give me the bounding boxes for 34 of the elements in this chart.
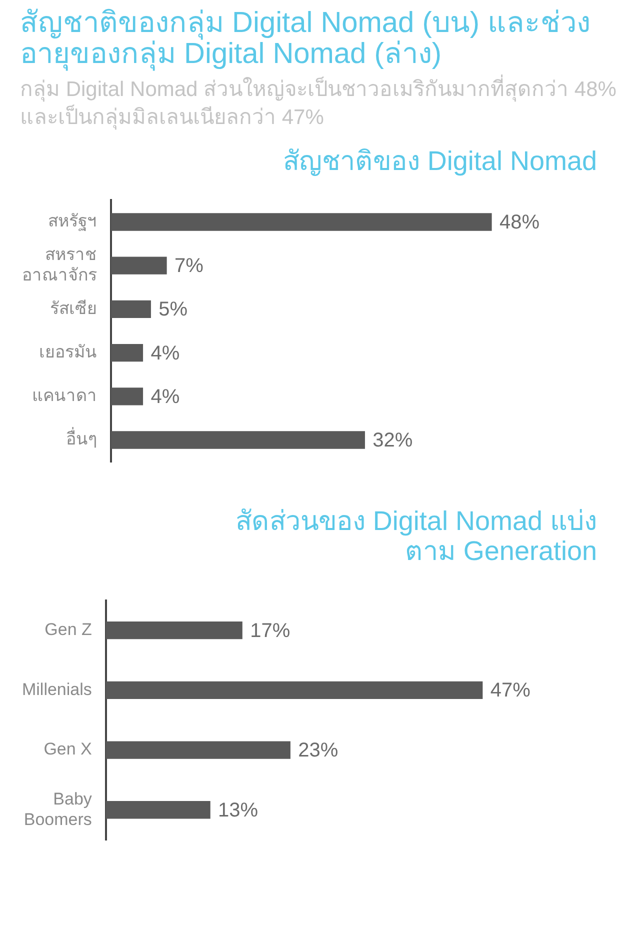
bar [106, 741, 290, 759]
bar [111, 300, 151, 318]
data-label: 5% [158, 298, 188, 321]
data-label: 13% [218, 799, 258, 822]
y-tick-label: สหราช อาณาจักร [22, 245, 97, 284]
bar [106, 621, 242, 640]
data-label: 17% [250, 620, 290, 642]
y-tick-label: สหรัฐฯ [48, 212, 97, 232]
bar [111, 388, 144, 406]
y-tick-label: แคนาดา [32, 386, 97, 406]
data-label: 32% [372, 430, 413, 452]
y-tick-label: Millenials [22, 680, 92, 699]
y-tick-label: รัสเซีย [50, 298, 97, 318]
text: กลุ่ม Digital Nomad ส่วนใหญ่จะเป็นชาวอเมริกันมากที่สุดกว่า 48% และเป็นกลุ่มมิลเลนเนียลกว่า 47% [19, 76, 617, 132]
bar [111, 431, 365, 449]
data-label: 48% [499, 212, 540, 234]
chart-title: สัญชาติของ Digital Nomad [282, 146, 598, 176]
bar [106, 681, 483, 700]
bar [111, 213, 492, 231]
y-tick-label: Gen X [44, 740, 92, 759]
data-label: 23% [298, 740, 338, 762]
y-tick-label: Baby Boomers [24, 789, 92, 829]
data-label: 7% [174, 255, 204, 278]
data-label: 47% [490, 680, 531, 702]
bar [106, 801, 210, 819]
bar [111, 344, 144, 362]
bar [111, 256, 167, 274]
chart-title: สัดส่วนของ Digital Nomad แบ่งตาม Generation [234, 506, 598, 566]
y-tick-label: Gen Z [44, 620, 92, 640]
text: สัญชาติของกลุ่ม Digital Nomad (บน) และช่วงอายุของกลุ่ม Digital Nomad (ล่าง) [19, 7, 592, 70]
y-tick-label: เยอรมัน [39, 342, 97, 362]
data-label: 4% [150, 386, 180, 408]
data-label: 4% [150, 342, 180, 364]
y-tick-label: อื่นๆ [66, 426, 97, 449]
